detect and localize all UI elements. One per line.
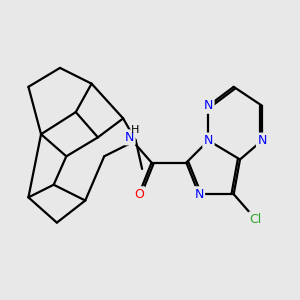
Text: N: N [125, 131, 134, 144]
Text: Cl: Cl [250, 213, 262, 226]
Text: N: N [204, 99, 213, 112]
Text: O: O [134, 188, 144, 201]
Text: N: N [194, 188, 204, 201]
Text: N: N [204, 134, 213, 147]
Text: N: N [257, 134, 267, 147]
Text: H: H [131, 125, 139, 135]
